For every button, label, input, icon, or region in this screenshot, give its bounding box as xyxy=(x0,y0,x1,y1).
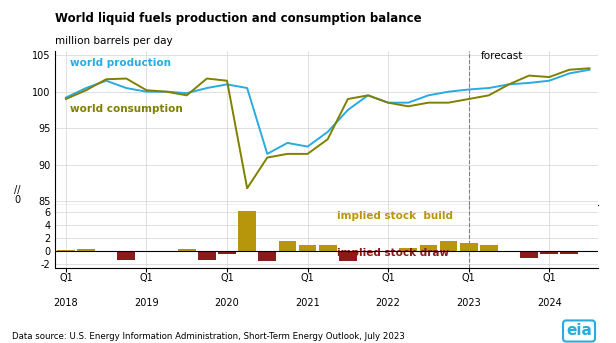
Bar xyxy=(198,251,216,260)
Bar xyxy=(399,248,417,251)
Bar xyxy=(419,245,437,251)
Bar xyxy=(118,251,135,260)
Text: 0: 0 xyxy=(14,195,20,205)
Text: 2020: 2020 xyxy=(214,298,240,308)
Bar xyxy=(299,245,317,251)
Bar xyxy=(238,211,256,251)
Text: //: // xyxy=(14,185,20,195)
Bar xyxy=(57,250,75,251)
Bar xyxy=(278,241,296,251)
Text: 2018: 2018 xyxy=(54,298,78,308)
Text: implied stock  build: implied stock build xyxy=(338,211,453,221)
Text: World liquid fuels production and consumption balance: World liquid fuels production and consum… xyxy=(55,12,422,25)
Bar xyxy=(520,251,538,258)
Bar xyxy=(540,251,558,255)
Text: Data source: U.S. Energy Information Administration, Short-Term Energy Outlook, : Data source: U.S. Energy Information Adm… xyxy=(12,332,405,341)
Bar xyxy=(561,251,578,255)
Text: eia: eia xyxy=(566,323,592,339)
Bar xyxy=(581,251,598,252)
Bar xyxy=(339,251,357,261)
Text: forecast: forecast xyxy=(480,51,523,61)
Bar xyxy=(460,243,477,251)
Text: 2021: 2021 xyxy=(295,298,320,308)
Bar xyxy=(178,249,196,251)
Bar xyxy=(440,241,457,251)
Bar xyxy=(218,251,236,255)
Text: 2019: 2019 xyxy=(134,298,159,308)
Text: 2022: 2022 xyxy=(376,298,400,308)
Text: implied stock draw: implied stock draw xyxy=(338,248,450,258)
Bar xyxy=(137,251,155,252)
Text: world consumption: world consumption xyxy=(70,104,183,114)
Text: 2023: 2023 xyxy=(456,298,481,308)
Text: 2024: 2024 xyxy=(537,298,562,308)
Bar xyxy=(319,245,336,251)
Bar xyxy=(97,251,115,252)
Bar xyxy=(77,249,95,251)
Text: million barrels per day: million barrels per day xyxy=(55,36,173,46)
Bar xyxy=(259,251,276,261)
Bar xyxy=(480,245,498,251)
Text: world production: world production xyxy=(70,58,171,68)
